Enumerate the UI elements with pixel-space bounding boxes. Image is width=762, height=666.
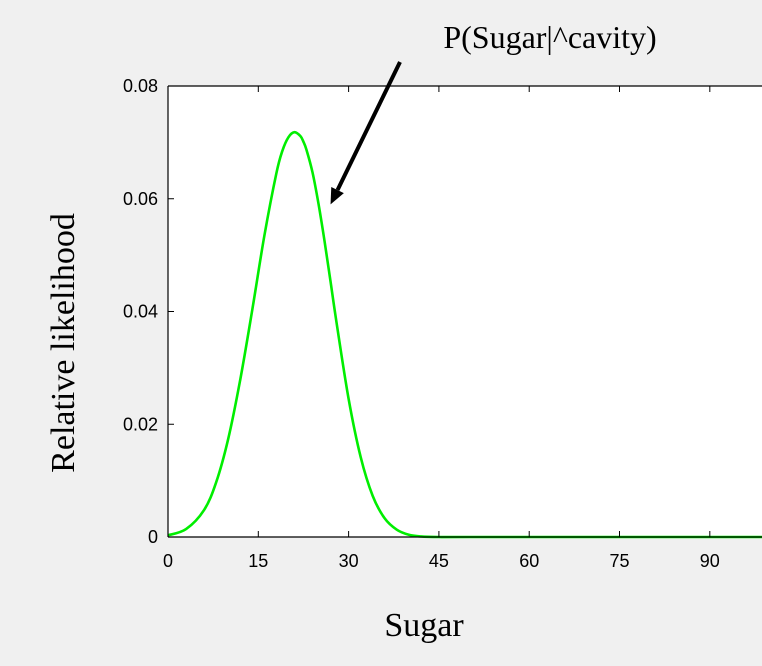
annotation-layer: P(Sugar|^cavity) (330, 19, 657, 205)
plot-area (168, 86, 762, 537)
x-tick-label: 45 (429, 551, 449, 571)
ticks-layer: 0 15 30 45 60 75 90 0 0.02 0.04 0.06 0.08 (123, 76, 720, 571)
x-tick-label: 60 (519, 551, 539, 571)
x-tick-label: 0 (163, 551, 173, 571)
y-tick-label: 0.04 (123, 302, 158, 322)
y-axis-title: Relative likelihood (45, 213, 82, 473)
y-tick-label: 0.02 (123, 414, 158, 434)
annotation-label: P(Sugar|^cavity) (443, 19, 656, 55)
x-tick-label: 75 (609, 551, 629, 571)
annotation-arrow-head (330, 186, 344, 205)
y-tick-label: 0 (148, 527, 158, 547)
y-tick-label: 0.06 (123, 189, 158, 209)
x-tick-label: 15 (248, 551, 268, 571)
x-tick-label: 30 (339, 551, 359, 571)
annotation-arrow-shaft (335, 61, 402, 191)
y-tick-label: 0.08 (123, 76, 158, 96)
x-axis-title: Sugar (384, 607, 464, 644)
x-tick-label: 90 (700, 551, 720, 571)
